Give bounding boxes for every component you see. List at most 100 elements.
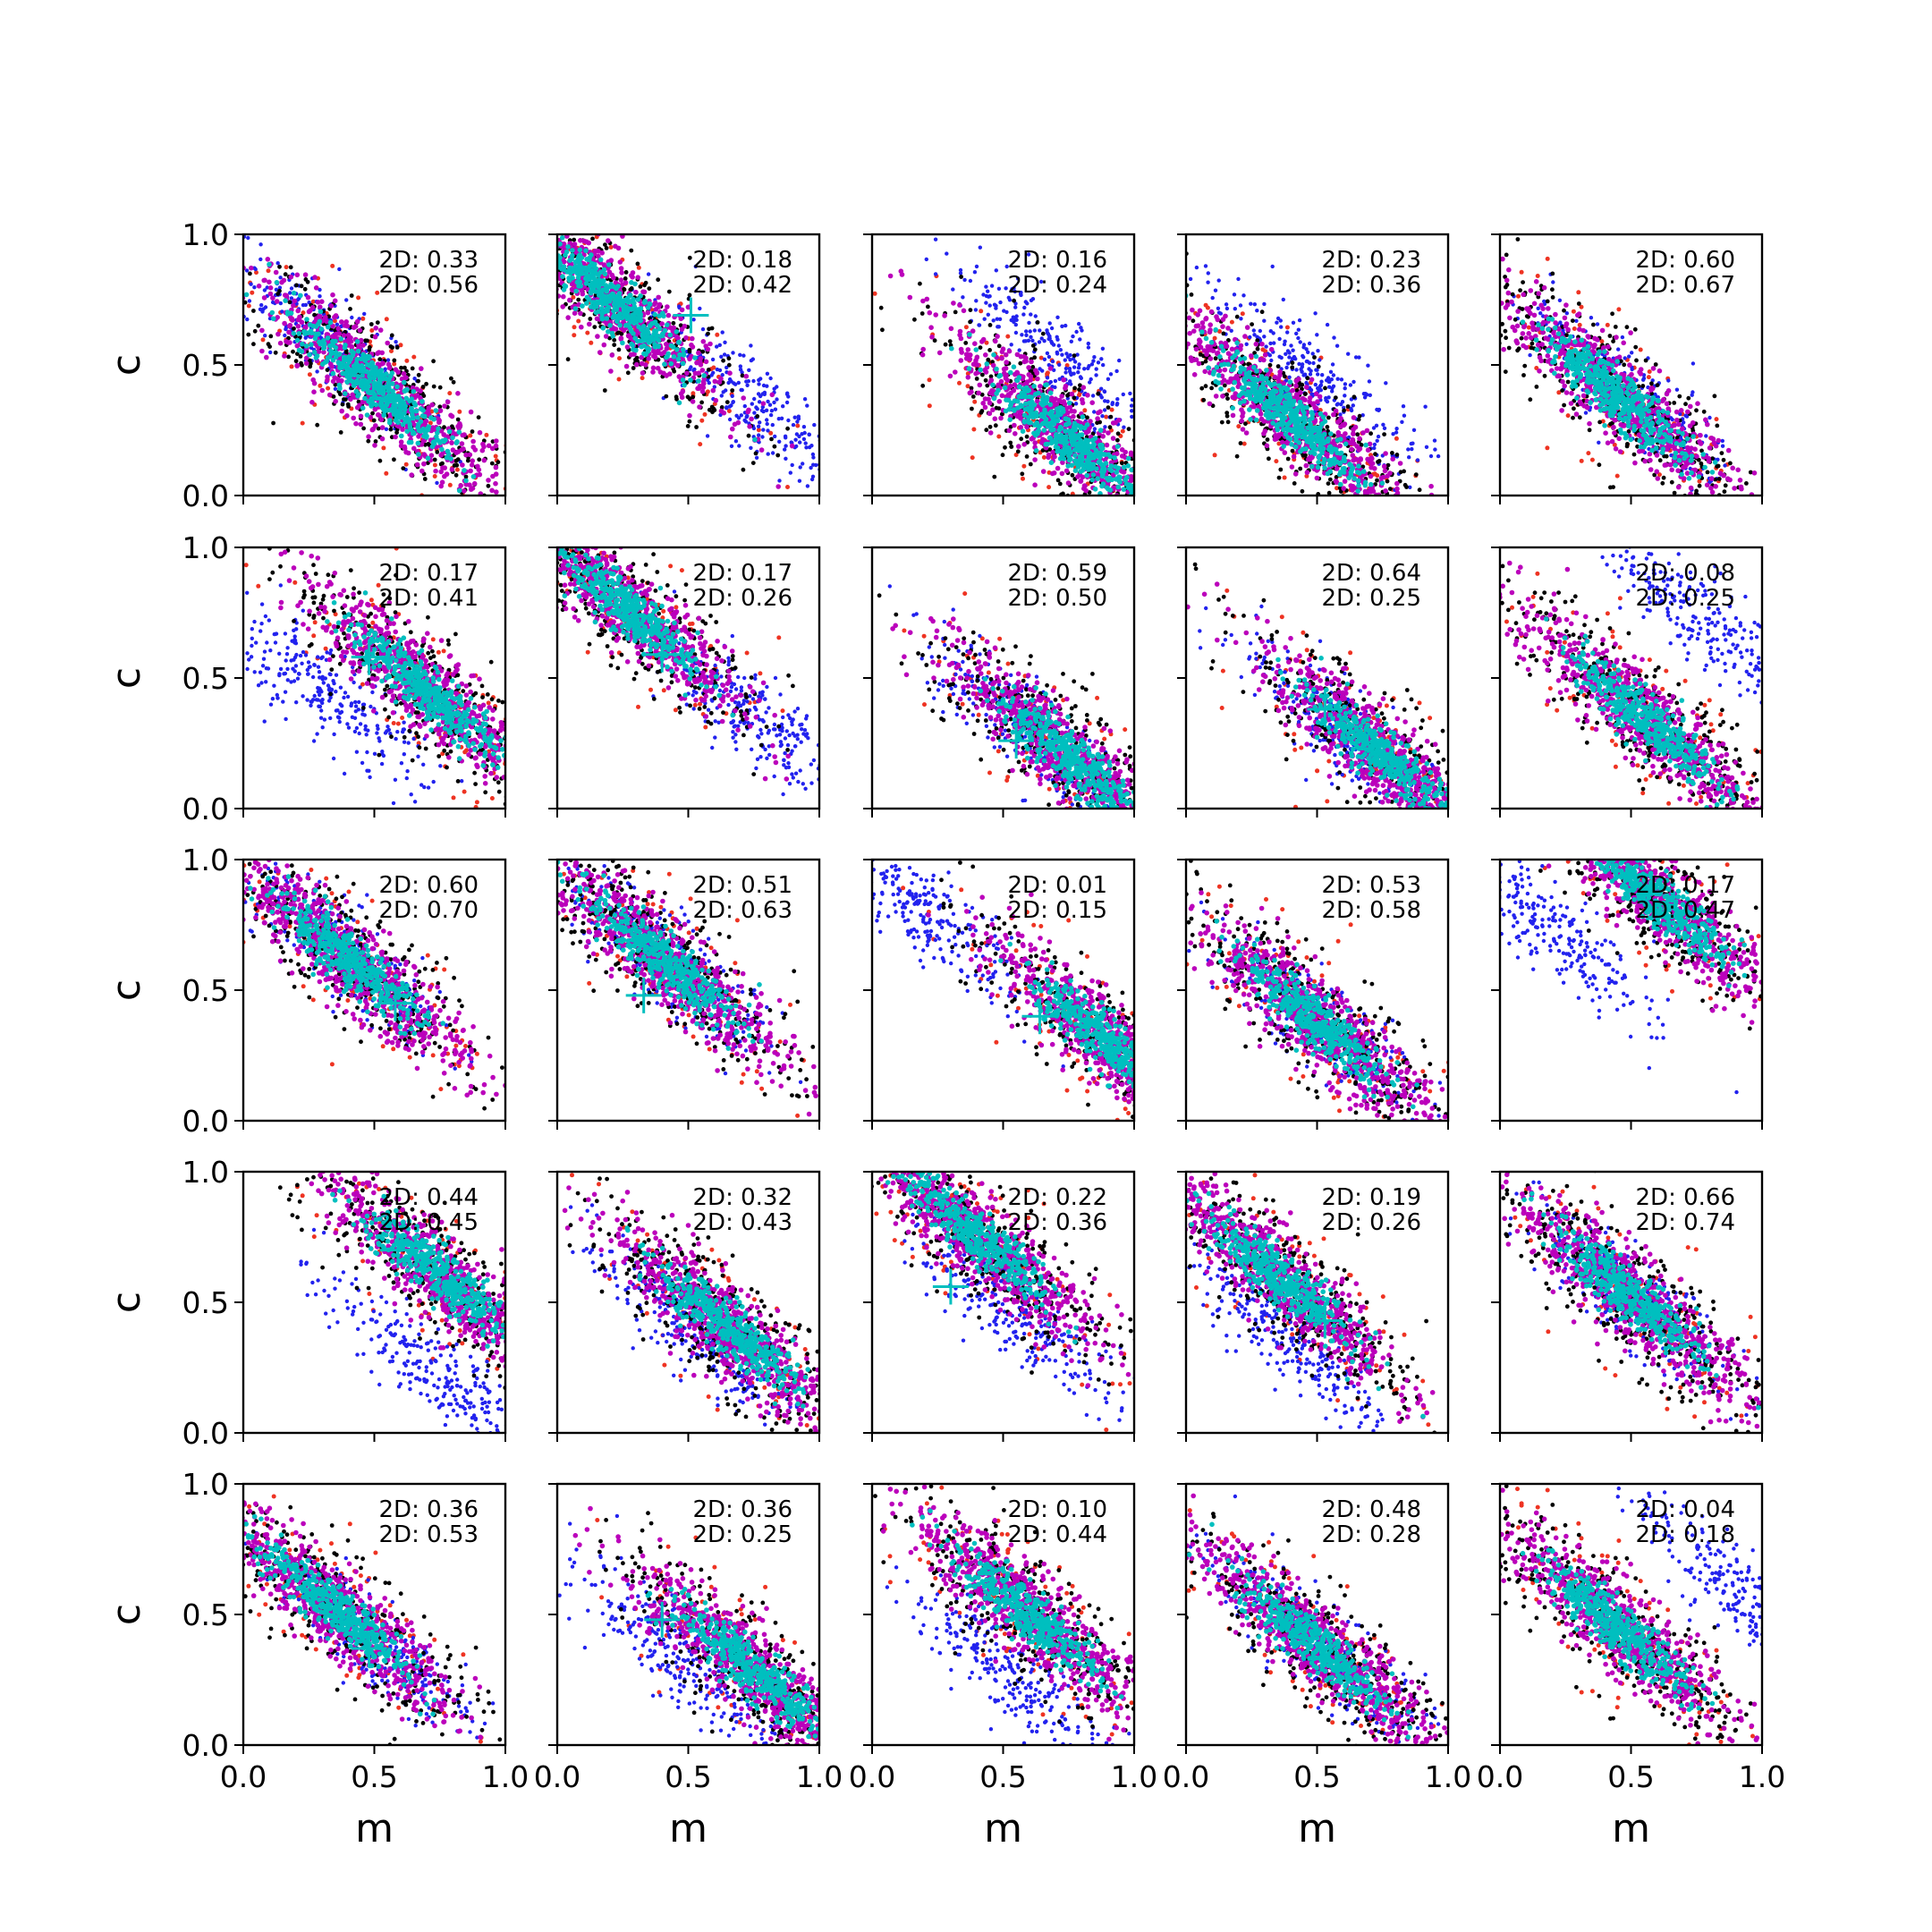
x-tick-label: 0.5	[1607, 1759, 1654, 1794]
x-axis-label: m	[984, 1806, 1022, 1852]
x-tick-label: 0.5	[665, 1759, 711, 1794]
stat-label-b: 2D: 0.24	[1008, 272, 1107, 299]
stat-label-b: 2D: 0.36	[1322, 272, 1421, 299]
y-axis-label: c	[104, 1604, 149, 1625]
scatter-panel-10	[1429, 487, 1847, 921]
y-tick-label: 0.0	[182, 1416, 229, 1451]
scatter-panel-22	[514, 1414, 961, 1885]
y-tick-label: 0.5	[182, 973, 229, 1008]
y-tick-label: 1.0	[182, 1155, 229, 1190]
y-tick-label: 0.0	[182, 792, 229, 826]
x-tick-label: 0.0	[534, 1759, 580, 1794]
stat-label-a: 2D: 0.17	[1636, 872, 1735, 899]
y-tick-label: 0.5	[182, 661, 229, 696]
stat-label-a: 2D: 0.01	[1008, 872, 1107, 899]
y-tick-label: 1.0	[182, 530, 229, 565]
x-tick-label: 1.0	[1111, 1759, 1157, 1794]
stat-label-b: 2D: 0.56	[379, 272, 479, 299]
stat-label-a: 2D: 0.18	[693, 247, 792, 274]
y-axis-label: c	[104, 1292, 149, 1313]
y-tick-label: 0.5	[182, 1597, 229, 1632]
y-tick-label: 1.0	[182, 843, 229, 877]
stat-label-a: 2D: 0.33	[379, 247, 479, 274]
stat-label-a: 2D: 0.53	[1322, 872, 1421, 899]
stat-label-a: 2D: 0.36	[379, 1496, 479, 1523]
stat-label-b: 2D: 0.67	[1636, 272, 1735, 299]
stat-label-a: 2D: 0.04	[1636, 1496, 1735, 1523]
x-tick-label: 0.5	[351, 1759, 397, 1794]
stat-label-b: 2D: 0.45	[379, 1209, 479, 1236]
stat-label-b: 2D: 0.58	[1322, 897, 1421, 924]
stat-label-b: 2D: 0.63	[693, 897, 792, 924]
stat-label-b: 2D: 0.26	[1322, 1209, 1421, 1236]
stat-label-b: 2D: 0.26	[693, 585, 792, 612]
stat-label-a: 2D: 0.51	[693, 872, 792, 899]
scatter-panel-25	[1411, 1426, 1894, 1863]
stat-label-a: 2D: 0.59	[1008, 560, 1107, 587]
stat-label-b: 2D: 0.25	[1636, 585, 1735, 612]
x-tick-label: 0.0	[1477, 1759, 1523, 1794]
stat-label-b: 2D: 0.44	[1008, 1521, 1107, 1548]
scatter-panel-16	[231, 1038, 631, 1509]
y-axis-label: c	[104, 667, 149, 689]
y-axis-label: c	[104, 354, 149, 376]
stat-label-a: 2D: 0.60	[1636, 247, 1735, 274]
y-tick-label: 1.0	[182, 217, 229, 252]
stat-label-a: 2D: 0.48	[1322, 1496, 1421, 1523]
stat-label-b: 2D: 0.25	[1322, 585, 1421, 612]
stat-label-a: 2D: 0.17	[693, 560, 792, 587]
stat-label-a: 2D: 0.64	[1322, 560, 1421, 587]
stat-label-a: 2D: 0.60	[379, 872, 479, 899]
x-axis-label: m	[355, 1806, 394, 1852]
scatter-panel-13	[775, 775, 1297, 1249]
x-tick-label: 0.5	[979, 1759, 1026, 1794]
scatter-panel-4	[1076, 226, 1487, 595]
stat-label-b: 2D: 0.53	[379, 1521, 479, 1548]
y-axis-label: c	[104, 979, 149, 1001]
stat-label-b: 2D: 0.36	[1008, 1209, 1107, 1236]
stat-label-a: 2D: 0.08	[1636, 560, 1735, 587]
x-tick-label: 0.5	[1293, 1759, 1340, 1794]
stat-label-a: 2D: 0.17	[379, 560, 479, 587]
stat-label-a: 2D: 0.16	[1008, 247, 1107, 274]
stat-label-b: 2D: 0.25	[693, 1521, 792, 1548]
scatter-panel-7	[408, 401, 905, 854]
x-axis-label: m	[1612, 1806, 1650, 1852]
stat-label-b: 2D: 0.41	[379, 585, 479, 612]
scatter-panel-2	[425, 109, 912, 568]
y-tick-label: 0.0	[182, 479, 229, 513]
x-tick-label: 1.0	[796, 1759, 843, 1794]
stat-label-a: 2D: 0.10	[1008, 1496, 1107, 1523]
stat-label-a: 2D: 0.36	[693, 1496, 792, 1523]
scatter-panel-12	[459, 758, 905, 1169]
stat-label-b: 2D: 0.74	[1636, 1209, 1735, 1236]
x-axis-label: m	[1298, 1806, 1336, 1852]
x-tick-label: 1.0	[1739, 1759, 1785, 1794]
stat-label-a: 2D: 0.66	[1636, 1184, 1735, 1211]
y-tick-label: 0.0	[182, 1728, 229, 1763]
scatter-panel-18	[762, 1038, 1218, 1432]
stat-label-b: 2D: 0.18	[1636, 1521, 1735, 1548]
y-tick-label: 0.5	[182, 348, 229, 383]
x-axis-label: m	[669, 1806, 708, 1852]
stat-label-b: 2D: 0.43	[693, 1209, 792, 1236]
y-tick-label: 1.0	[182, 1467, 229, 1502]
stat-label-a: 2D: 0.32	[693, 1184, 792, 1211]
stat-label-b: 2D: 0.15	[1008, 897, 1107, 924]
x-tick-label: 1.0	[482, 1759, 529, 1794]
y-tick-label: 0.5	[182, 1285, 229, 1320]
stat-label-b: 2D: 0.42	[693, 272, 792, 299]
x-tick-label: 0.0	[220, 1759, 267, 1794]
stat-label-b: 2D: 0.50	[1008, 585, 1107, 612]
stat-label-a: 2D: 0.19	[1322, 1184, 1421, 1211]
stat-label-a: 2D: 0.44	[379, 1184, 479, 1211]
y-tick-label: 0.0	[182, 1104, 229, 1139]
x-tick-label: 1.0	[1425, 1759, 1471, 1794]
x-tick-label: 0.0	[849, 1759, 895, 1794]
x-tick-label: 0.0	[1163, 1759, 1209, 1794]
stat-label-a: 2D: 0.23	[1322, 247, 1421, 274]
stat-label-a: 2D: 0.22	[1008, 1184, 1107, 1211]
stat-label-b: 2D: 0.28	[1322, 1521, 1421, 1548]
stat-label-b: 2D: 0.47	[1636, 897, 1735, 924]
